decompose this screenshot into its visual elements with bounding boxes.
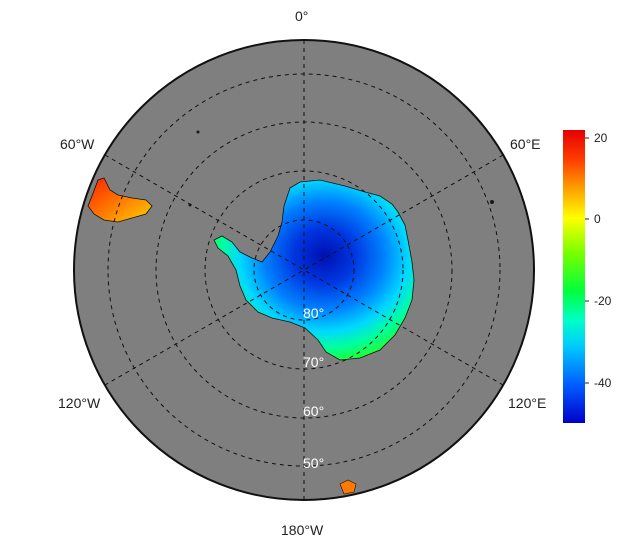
lat-label-80: 80° bbox=[303, 305, 325, 321]
lon-label-180w: 180°W bbox=[281, 522, 324, 538]
colorbar-tick-20: 20 bbox=[594, 131, 608, 145]
lon-label-60e: 60°E bbox=[510, 136, 541, 152]
lat-label-70: 70° bbox=[303, 354, 325, 370]
lon-label-120w: 120°W bbox=[58, 395, 101, 411]
island-south bbox=[339, 479, 357, 495]
lon-label-120e: 120°E bbox=[508, 395, 547, 411]
lat-label-50: 50° bbox=[303, 455, 325, 471]
south-america-tip bbox=[87, 177, 153, 223]
map-border bbox=[73, 39, 535, 501]
island-kerguelen bbox=[490, 200, 494, 204]
lon-label-60w: 60°W bbox=[60, 136, 95, 152]
colorbar-tick-0: 0 bbox=[594, 212, 601, 226]
colorbar-ticks bbox=[585, 137, 589, 384]
colorbar bbox=[563, 130, 585, 423]
lat-label-60: 60° bbox=[303, 403, 325, 419]
antarctica-continent bbox=[213, 179, 415, 361]
colorbar-tick-minus40: -40 bbox=[594, 376, 612, 390]
lon-label-0: 0° bbox=[295, 8, 309, 24]
colorbar-tick-minus20: -20 bbox=[594, 294, 612, 308]
island-georgia bbox=[196, 130, 200, 134]
